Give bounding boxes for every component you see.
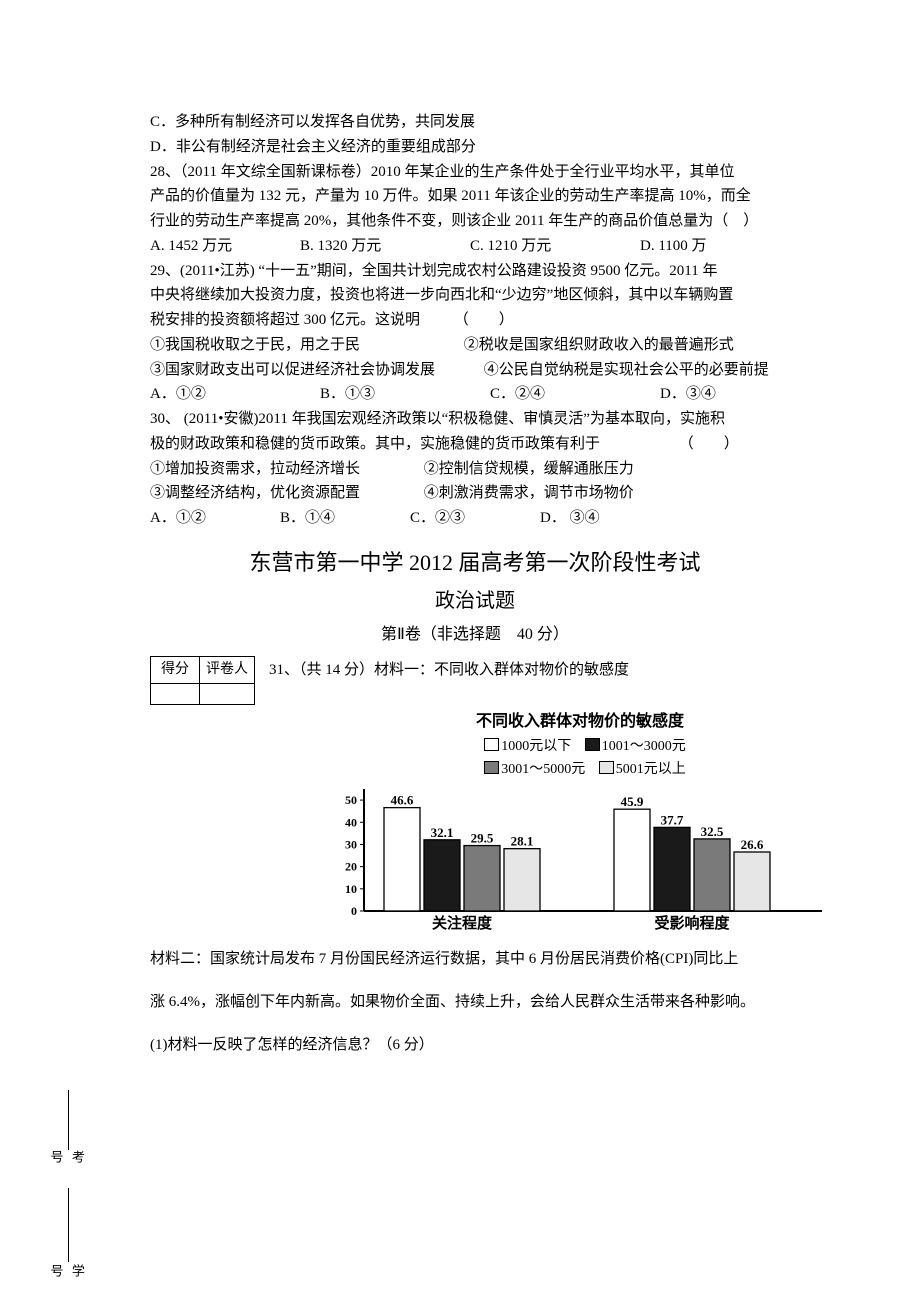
q29-statements: ①我国税收取之于民，用之于民 ②税收是国家组织财政收入的最普遍形式 xyxy=(150,333,800,358)
svg-text:45.9: 45.9 xyxy=(621,794,644,809)
q30-a: A．①② xyxy=(150,506,280,531)
subject-title: 政治试题 xyxy=(150,585,800,618)
q31-material2: 材料二：国家统计局发布 7 月份国民经济运行数据，其中 6 月份居民消费价格(C… xyxy=(150,947,800,972)
svg-text:32.1: 32.1 xyxy=(431,825,454,840)
svg-text:0: 0 xyxy=(351,904,357,918)
q28-d: D. 1100 万 xyxy=(640,234,707,259)
q28-stem: 28、（2011 年文综全国新课标卷）2010 年某企业的生产条件处于全行业平均… xyxy=(150,160,800,185)
marker-header: 评卷人 xyxy=(200,657,255,683)
side-line xyxy=(68,1188,69,1262)
legend-swatch-a xyxy=(484,738,499,751)
legend-swatch-d xyxy=(599,761,614,774)
q29-stem: 29、(2011•江苏) “十一五”期间，全国共计划完成农村公路建设投资 950… xyxy=(150,259,800,284)
q31-lead: 31、（共 14 分）材料一：不同收入群体对物价的敏感度 xyxy=(269,656,629,683)
svg-text:受影响程度: 受影响程度 xyxy=(654,914,730,932)
q30-c: C．②③ xyxy=(410,506,540,531)
q30-statements: ③调整经济结构，优化资源配置 ④刺激消费需求，调节市场物价 xyxy=(150,481,800,506)
q28-stem: 产品的价值量为 132 元，产量为 10 万件。如果 2011 年该企业的劳动生… xyxy=(150,184,800,209)
q30-stem: 极的财政政策和稳健的货币政策。其中，实施稳健的货币政策有利于 （ ） xyxy=(150,432,800,457)
q29-statements: ③国家财政支出可以促进经济社会协调发展 ④公民自觉纳税是实现社会公平的必要前提 xyxy=(150,358,800,383)
legend-swatch-c xyxy=(484,761,499,774)
q27-opt-d: D．非公有制经济是社会主义经济的重要组成部分 xyxy=(150,135,800,160)
svg-text:26.6: 26.6 xyxy=(741,837,764,852)
q29-stem: 税安排的投资额将超过 300 亿元。这说明 （ ） xyxy=(150,308,800,333)
sensitivity-chart: 不同收入群体对物价的敏感度 1000元以下 1001～3000元 3001～50… xyxy=(330,709,830,934)
svg-text:关注程度: 关注程度 xyxy=(432,914,493,932)
q30-options: A．①② B．①④ C．②③ D． ③④ xyxy=(150,506,800,531)
svg-text:32.5: 32.5 xyxy=(701,824,724,839)
svg-text:29.5: 29.5 xyxy=(471,831,494,846)
svg-text:20: 20 xyxy=(345,860,357,874)
svg-text:40: 40 xyxy=(345,815,357,829)
part-title: 第Ⅱ卷（非选择题 40 分） xyxy=(150,622,800,648)
legend-swatch-b xyxy=(585,738,600,751)
q28-options: A. 1452 万元 B. 1320 万元 C. 1210 万元 D. 1100… xyxy=(150,234,800,259)
q28-a: A. 1452 万元 xyxy=(150,234,300,259)
q30-statements: ①增加投资需求，拉动经济增长 ②控制信贷规模，缓解通胀压力 xyxy=(150,457,800,482)
q31-material2: 涨 6.4%，涨幅创下年内新高。如果物价全面、持续上升，会给人民群众生活带来各种… xyxy=(150,990,800,1015)
q29-a: A．①② xyxy=(150,382,320,407)
q30-stem: 30、 (2011•安徽)2011 年我国宏观经济政策以“积极稳健、审慎灵活”为… xyxy=(150,407,800,432)
score-header: 得分 xyxy=(151,657,200,683)
q29-b: B．①③ xyxy=(320,382,490,407)
q29-stem: 中央将继续加大投资力度，投资也将进一步向西北和“少边穷”地区倾斜，其中以车辆购置 xyxy=(150,283,800,308)
svg-text:10: 10 xyxy=(345,882,357,896)
side-line xyxy=(68,1090,69,1150)
q30-d: D． ③④ xyxy=(540,506,600,531)
q29-c: C．②④ xyxy=(490,382,660,407)
q28-c: C. 1210 万元 xyxy=(470,234,640,259)
exam-title: 东营市第一中学 2012 届高考第一次阶段性考试 xyxy=(150,545,800,581)
svg-text:30: 30 xyxy=(345,838,357,852)
svg-text:46.6: 46.6 xyxy=(391,793,414,808)
kaohao-label: 考号 xyxy=(45,1150,88,1164)
q29-options: A．①② B．①③ C．②④ D．③④ xyxy=(150,382,800,407)
xuehao-label: 学号 xyxy=(45,1264,88,1278)
chart-title: 不同收入群体对物价的敏感度 xyxy=(330,709,830,735)
svg-text:28.1: 28.1 xyxy=(511,834,534,849)
q28-stem: 行业的劳动生产率提高 20%，其他条件不变，则该企业 2011 年生产的商品价值… xyxy=(150,209,800,234)
q31-sub1: (1)材料一反映了怎样的经济信息？（6 分） xyxy=(150,1033,800,1058)
chart-legend: 1000元以下 1001～3000元 3001～5000元 5001元以上 xyxy=(330,735,830,781)
svg-text:50: 50 xyxy=(345,793,357,807)
score-table: 得分 评卷人 xyxy=(150,656,255,704)
q28-b: B. 1320 万元 xyxy=(300,234,470,259)
q30-b: B．①④ xyxy=(280,506,410,531)
chart-canvas: 0 10 20 30 40 50 46.6 32.1 29.5 28.1 关注程度 45.9 37.7 3… xyxy=(330,783,830,933)
q29-d: D．③④ xyxy=(660,382,716,407)
svg-text:37.7: 37.7 xyxy=(661,812,684,827)
q27-opt-c: C．多种所有制经济可以发挥各自优势，共同发展 xyxy=(150,110,800,135)
